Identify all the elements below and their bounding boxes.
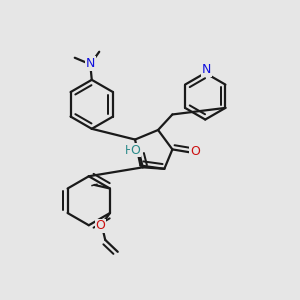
Text: H: H	[125, 143, 134, 157]
Text: N: N	[202, 64, 211, 76]
Text: N: N	[85, 57, 95, 70]
Text: O: O	[131, 143, 141, 157]
Text: O: O	[190, 145, 200, 158]
Text: O: O	[95, 219, 105, 232]
